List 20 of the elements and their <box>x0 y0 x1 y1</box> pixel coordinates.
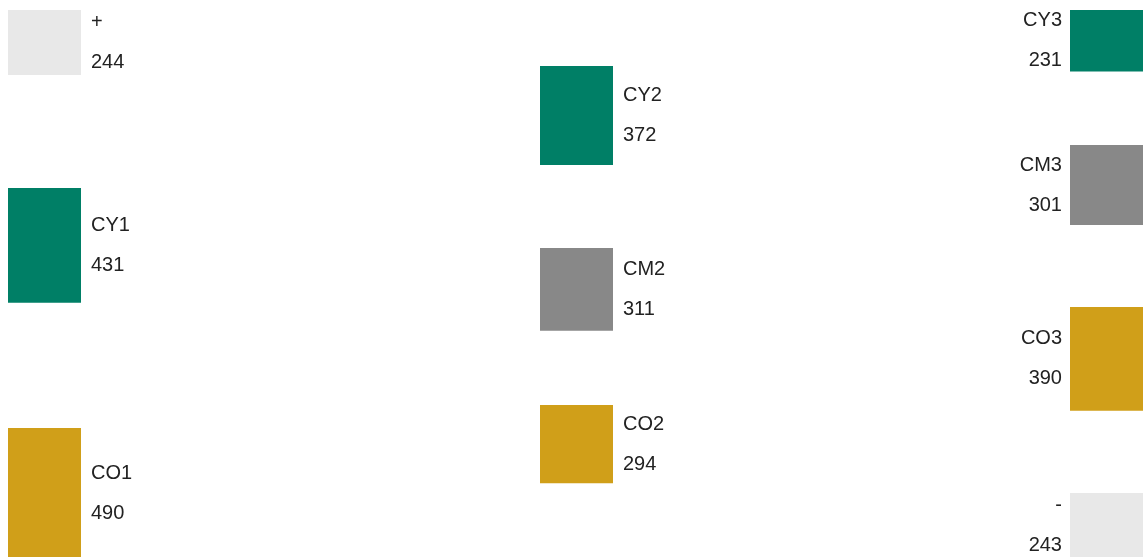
category-label: CO3 <box>1020 326 1062 349</box>
category-label: CM3 <box>1019 152 1062 175</box>
data-label: 231 <box>1028 48 1062 71</box>
data-label: 243 <box>1028 532 1062 555</box>
data-label: 294 <box>623 451 657 474</box>
category-label: CY3 <box>1023 8 1062 31</box>
category-label: CO1 <box>91 460 133 483</box>
data-label: 244 <box>91 49 125 72</box>
category-label: - <box>1055 492 1062 515</box>
data-label: 490 <box>91 500 125 523</box>
category-label: CY1 <box>91 212 130 235</box>
category-label: CY2 <box>623 82 662 105</box>
data-label: 390 <box>1028 366 1062 389</box>
data-label: 311 <box>623 296 655 319</box>
data-label: 372 <box>623 122 657 145</box>
category-label: CO2 <box>623 411 665 434</box>
data-label: 431 <box>91 252 125 275</box>
category-label: + <box>91 9 103 32</box>
data-label: 301 <box>1028 192 1062 215</box>
category-label: CM2 <box>623 256 666 279</box>
